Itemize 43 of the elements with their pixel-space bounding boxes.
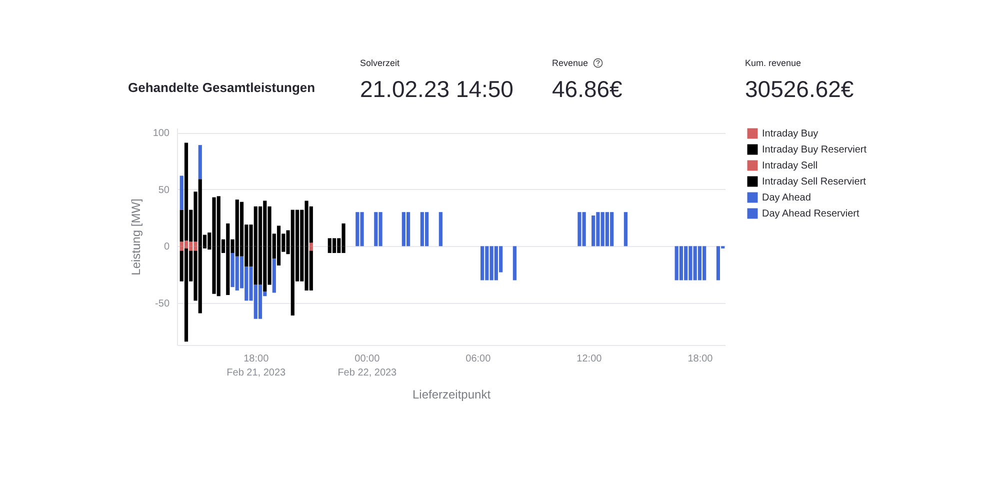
bar [592, 215, 596, 246]
bar [424, 212, 429, 246]
y-tick-label: -50 [155, 298, 170, 310]
text: Solverzeit [360, 58, 400, 68]
y-tick-label: 100 [152, 128, 170, 140]
bar [272, 258, 276, 293]
text: 21.02.23 14:50 [360, 76, 514, 103]
y-tick-label: 0 [164, 242, 170, 253]
bar [309, 242, 313, 246]
x-axis-title: Lieferzeitpunkt [412, 388, 492, 402]
bar [309, 246, 313, 251]
bar [716, 246, 720, 280]
bar [480, 246, 484, 280]
bar [438, 212, 442, 246]
bar [679, 246, 684, 280]
bar [406, 212, 410, 246]
legend-label: Intraday Sell Reserviert [762, 176, 866, 188]
y-tick-label: 50 [158, 184, 170, 196]
x-tick-label: 12:00 [576, 354, 602, 364]
bar [180, 176, 184, 210]
text: Kum. revenue [745, 58, 802, 68]
legend-label: Intraday Sell [762, 160, 818, 172]
chart-title: Gehandelte Gesamtleistungen [128, 80, 316, 95]
x-tick-label: 00:00 Feb 22, 2023 [338, 354, 398, 378]
text: 30526.62€ [745, 76, 854, 103]
x-tick-label: 18:00 Feb 21, 2023 [226, 354, 286, 378]
legend-label: Day Ahead [762, 192, 811, 204]
x-tick-label: 06:00 [466, 354, 492, 364]
text: Revenue [552, 58, 588, 68]
y-axis-title: Leistung [MW] [128, 198, 143, 276]
text: 46.86€ [552, 76, 622, 103]
bar [184, 240, 188, 246]
bar [512, 246, 516, 280]
bar [184, 142, 188, 240]
bar [258, 284, 262, 319]
x-tick-label: 18:00 [688, 354, 714, 364]
legend-label: Day Ahead Reserviert [762, 208, 860, 220]
bar [624, 212, 628, 246]
bar [698, 246, 702, 280]
bar [198, 145, 202, 180]
bar [184, 248, 188, 342]
legend-label: Intraday Buy Reserviert [762, 144, 867, 156]
legend-label: Intraday Buy [762, 128, 818, 140]
